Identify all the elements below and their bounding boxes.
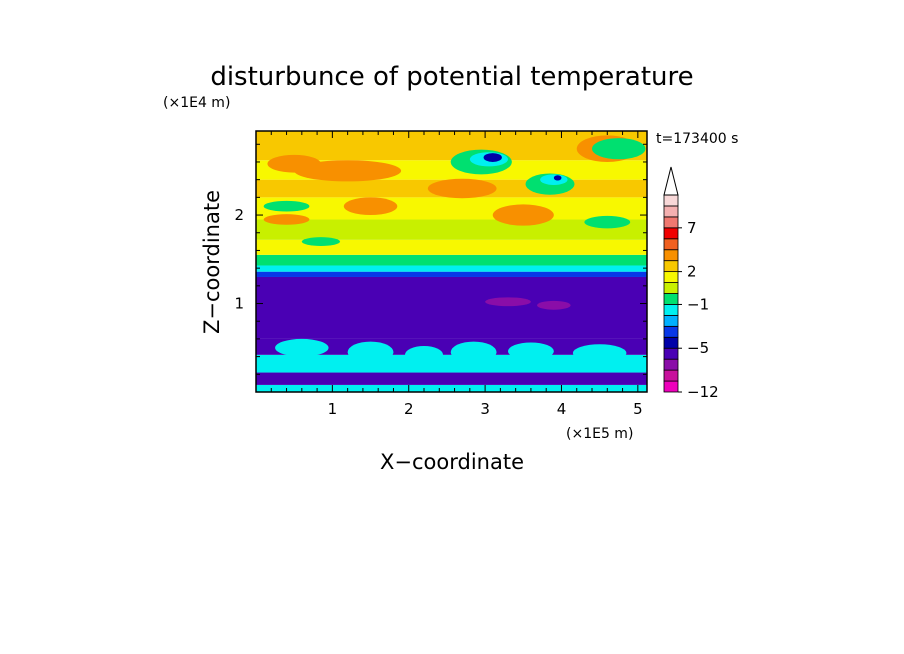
colorbar-tick-label: −1 [687, 295, 709, 313]
contour-feature-21 [592, 138, 646, 160]
x-tick-label: 1 [328, 400, 338, 418]
colorbar-swatch [663, 336, 679, 349]
colorbar-swatch [663, 205, 679, 218]
contour-feature-5 [572, 344, 627, 362]
y-tick-label: 2 [234, 206, 244, 224]
contour-feature-9 [294, 160, 402, 182]
plot-frame [255, 130, 648, 393]
colorbar-swatch [663, 347, 679, 360]
contour-band-8 [256, 239, 647, 255]
y-tick-label: 1 [234, 295, 244, 313]
chart-title: disturbunce of potential temperature [210, 62, 693, 92]
contour-band-6 [256, 265, 647, 272]
colorbar-swatch [663, 282, 679, 294]
colorbar-swatch [663, 238, 679, 251]
contour-band-7 [256, 254, 647, 266]
contour-feature-13 [492, 204, 554, 226]
colorbar-swatch [663, 293, 679, 305]
contour-feature-12 [343, 197, 398, 216]
colorbar-swatch [663, 194, 679, 207]
contour-feature-0 [275, 338, 329, 357]
contour-feature-2 [404, 345, 444, 364]
contour-band-5 [256, 271, 647, 277]
colorbar-swatch [663, 271, 679, 283]
colorbar-tick-label: 2 [687, 263, 697, 281]
contour-band-0 [256, 384, 647, 392]
y-scale-label: (×1E4 m) [163, 95, 230, 111]
x-tick-label: 2 [404, 400, 414, 418]
colorbar-tick-label: 7 [687, 219, 697, 237]
colorbar-swatch [663, 369, 679, 382]
colorbar-swatch [663, 216, 679, 229]
contour-feature-3 [450, 341, 497, 363]
contour-field [256, 131, 647, 392]
contour-feature-26 [408, 204, 455, 217]
contour-feature-1 [347, 341, 394, 363]
contour-feature-6 [485, 297, 531, 307]
colorbar-extend-arrow [663, 166, 679, 196]
contour-feature-7 [537, 300, 571, 310]
contour-band-4 [256, 276, 647, 339]
colorbar-swatch [663, 358, 679, 371]
colorbar: −12−5−127 [663, 166, 719, 401]
x-axis-label: X−coordinate [380, 450, 524, 474]
x-tick-label: 4 [557, 400, 567, 418]
x-tick-label: 3 [480, 400, 490, 418]
axis-ticks: 1 2 3 4 5 1 2 [234, 131, 647, 418]
contour-band-9 [256, 219, 647, 240]
contour-feature-24 [584, 215, 631, 229]
contour-feature-10 [267, 154, 321, 173]
colorbar-swatch [663, 314, 679, 327]
time-label: t=173400 s [656, 131, 738, 147]
contour-feature-4 [508, 342, 554, 361]
contour-feature-20 [553, 175, 562, 181]
contour-feature-19 [540, 174, 568, 185]
colorbar-tick-label: −5 [687, 339, 709, 357]
colorbar-tick-label: −12 [687, 383, 719, 401]
contour-feature-22 [263, 200, 310, 212]
colorbar-swatch [663, 227, 679, 240]
contour-feature-17 [483, 153, 502, 162]
colorbar-swatch [663, 304, 679, 316]
y-axis-label: Z−coordinate [200, 190, 224, 334]
colorbar-swatch [663, 325, 679, 338]
x-tick-label: 5 [633, 400, 643, 418]
contour-feature-23 [301, 237, 341, 247]
contour-feature-11 [427, 178, 497, 199]
colorbar-swatch [663, 260, 679, 273]
contour-feature-25 [263, 214, 310, 225]
colorbar-swatch [663, 249, 679, 262]
contour-band-1 [256, 372, 647, 385]
colorbar-swatch [663, 380, 679, 393]
contour-feature-8 [460, 293, 479, 300]
x-scale-label: (×1E5 m) [566, 426, 633, 442]
